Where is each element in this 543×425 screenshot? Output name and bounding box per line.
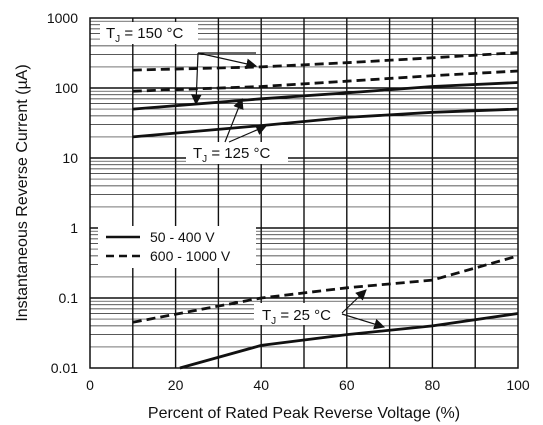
- x-tick-label: 20: [168, 377, 184, 393]
- annotation-tj-150: TJ = 150 °C: [100, 22, 258, 106]
- y-tick-label: 1: [70, 220, 78, 236]
- x-axis-title: Percent of Rated Peak Reverse Voltage (%…: [148, 405, 460, 422]
- legend-label-solid: 50 - 400 V: [150, 229, 215, 245]
- x-tick-label: 40: [253, 377, 269, 393]
- y-axis-title: Instantaneous Reverse Current (µA): [14, 64, 31, 321]
- annotation-tj-25-label: TJ = 25 °C: [262, 307, 331, 327]
- annotation-tj-25: TJ = 25 °C: [254, 289, 386, 330]
- y-tick-label: 1000: [47, 10, 78, 26]
- annotation-tj-125-background: [186, 142, 288, 164]
- x-tick-label: 60: [339, 377, 355, 393]
- y-tick-labels: 0.01 0.1 1 10 100 1000: [47, 10, 78, 376]
- y-tick-label: 0.1: [59, 290, 79, 306]
- legend: 50 - 400 V 600 - 1000 V: [98, 226, 256, 268]
- y-tick-label: 10: [62, 150, 78, 166]
- annotation-tj-125-arrow-1: [224, 97, 244, 143]
- series-solid-tj-150: [132, 81, 519, 111]
- series-dashed-tj-150: [132, 51, 519, 72]
- annotation-tj-150-arrow-2: [190, 52, 202, 106]
- annotation-tj-25-arrow-1: [341, 289, 367, 314]
- annotation-tj-150-label: TJ = 150 °C: [106, 25, 183, 45]
- series-lines: [132, 51, 519, 370]
- annotation-tj-125: TJ = 125 °C: [186, 97, 288, 165]
- x-tick-labels: 0 20 40 60 80 100: [86, 377, 530, 393]
- annotation-tj-25-background: [254, 303, 346, 325]
- annotation-tj-25-arrow-2: [341, 313, 386, 330]
- legend-label-dashed: 600 - 1000 V: [150, 248, 231, 264]
- x-tick-label: 80: [425, 377, 441, 393]
- annotation-tj-125-label: TJ = 125 °C: [193, 145, 270, 165]
- plot-frame: [89, 17, 519, 369]
- series-solid-tj-125: [132, 107, 519, 139]
- legend-background: [98, 226, 256, 268]
- annotation-tj-150-arrow-1: [197, 52, 258, 70]
- y-tick-label: 0.01: [51, 360, 78, 376]
- y-tick-label: 100: [55, 80, 79, 96]
- series-solid-tj-25: [179, 312, 519, 370]
- x-tick-label: 100: [506, 377, 530, 393]
- annotation-tj-125-arrow-2: [228, 124, 267, 143]
- x-tick-label: 0: [86, 377, 94, 393]
- annotation-tj-150-background: [100, 22, 198, 44]
- series-dashed-tj-25: [132, 254, 519, 324]
- series-dashed-tj-125: [132, 69, 519, 93]
